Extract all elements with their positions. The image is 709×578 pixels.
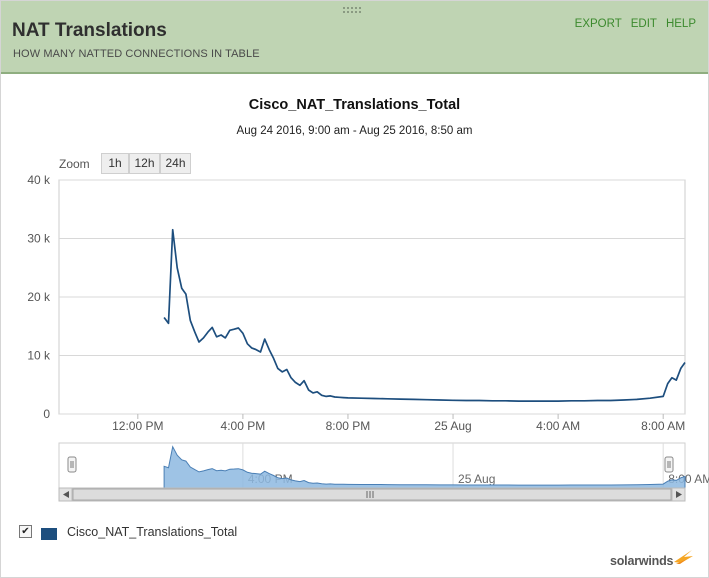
help-link[interactable]: HELP bbox=[665, 18, 696, 30]
widget-title: NAT Translations bbox=[12, 20, 167, 41]
navigator-left-handle[interactable] bbox=[67, 456, 77, 473]
x-tick-label: 8:00 PM bbox=[326, 419, 371, 433]
scrollbar-thumb bbox=[72, 488, 672, 501]
edit-link[interactable]: EDIT bbox=[630, 18, 657, 30]
zoom-1h-button[interactable]: 1h bbox=[101, 153, 129, 174]
x-tick-label: 4:00 AM bbox=[536, 419, 580, 433]
zoom-12h-button[interactable]: 12h bbox=[129, 153, 160, 174]
legend-swatch[interactable] bbox=[41, 528, 57, 540]
drag-handle[interactable] bbox=[343, 7, 367, 17]
x-tick-label: 8:00 AM bbox=[641, 419, 685, 433]
y-tick-label: 30 k bbox=[27, 232, 51, 246]
navigator-area bbox=[163, 445, 686, 489]
x-tick-label: 25 Aug bbox=[434, 419, 471, 433]
widget-actions: EXPORT EDIT HELP bbox=[569, 18, 696, 30]
legend-checkbox[interactable]: ✔ bbox=[19, 525, 32, 538]
navigator-label: 25 Aug bbox=[458, 472, 495, 486]
scroll-left-arrow-icon bbox=[63, 491, 69, 498]
legend-label[interactable]: Cisco_NAT_Translations_Total bbox=[67, 525, 238, 539]
zoom-24h-button[interactable]: 24h bbox=[160, 153, 191, 174]
y-tick-label: 10 k bbox=[27, 349, 51, 363]
y-tick-label: 40 k bbox=[27, 173, 51, 187]
zoom-label: Zoom bbox=[59, 157, 90, 171]
y-tick-label: 0 bbox=[43, 407, 50, 421]
widget-subtitle: HOW MANY NATTED CONNECTIONS IN TABLE bbox=[13, 48, 260, 60]
widget-header: NAT Translations HOW MANY NATTED CONNECT… bbox=[1, 1, 708, 74]
y-tick-label: 20 k bbox=[27, 290, 51, 304]
navigator-frame bbox=[58, 442, 686, 489]
solarwinds-logo: solarwinds bbox=[610, 554, 674, 568]
x-tick-label: 12:00 PM bbox=[112, 419, 163, 433]
solarwinds-flame-icon bbox=[674, 550, 693, 564]
chart-title: Cisco_NAT_Translations_Total bbox=[248, 97, 461, 113]
export-link[interactable]: EXPORT bbox=[574, 18, 622, 30]
navigator-scrollbar[interactable] bbox=[58, 487, 686, 502]
series-line bbox=[163, 228, 686, 402]
x-tick-label: 4:00 PM bbox=[221, 419, 266, 433]
navigator-right-handle[interactable] bbox=[664, 456, 674, 473]
chart-date-range: Aug 24 2016, 9:00 am - Aug 25 2016, 8:50… bbox=[236, 125, 473, 137]
scroll-right-arrow-icon bbox=[676, 491, 682, 498]
